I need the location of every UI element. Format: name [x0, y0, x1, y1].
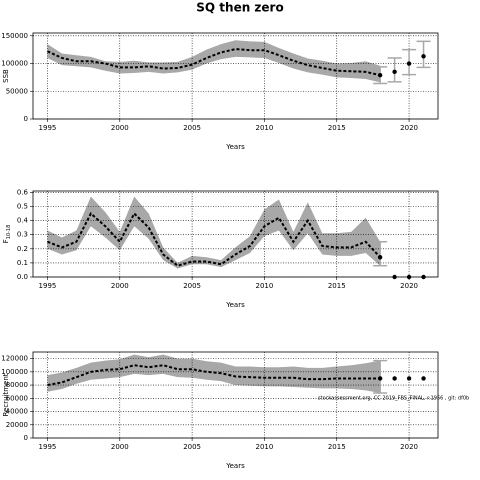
y-tick-label: 0.0	[17, 273, 28, 281]
x-axis-label: Years	[225, 462, 245, 470]
y-axis-label-main: F	[2, 239, 10, 243]
y-axis-label: Recruitment	[2, 373, 10, 416]
y-tick-label: 0	[24, 115, 28, 123]
y-tick-label: 60000	[6, 394, 28, 402]
x-tick-label: 1995	[39, 443, 57, 451]
x-tick-label: 1995	[39, 282, 57, 290]
y-tick-label: 20000	[6, 421, 28, 429]
x-tick-label: 2005	[183, 282, 201, 290]
plot-frame	[32, 351, 439, 439]
x-tick-label: 2015	[328, 282, 346, 290]
annotation: stockassessment.org, CC 2019_FBS_FINAL, …	[318, 396, 469, 402]
x-tick-label: 2020	[400, 443, 418, 451]
projection-point	[406, 376, 412, 381]
series-line	[47, 364, 381, 387]
projection-point	[421, 376, 426, 381]
x-tick-label: 2000	[111, 282, 129, 290]
y-tick-label: 0.3	[17, 231, 28, 239]
confidence-band	[47, 40, 381, 83]
y-tick-label: 0.5	[17, 203, 28, 211]
x-tick-label: 2010	[256, 282, 274, 290]
x-tick-label: 2015	[328, 443, 346, 451]
y-tick-label: 0.2	[17, 245, 28, 253]
y-tick-label: 0.4	[17, 217, 29, 225]
chart-title: SQ then zero	[196, 1, 283, 15]
projection-point	[377, 255, 383, 260]
y-tick-label: 50000	[6, 87, 28, 95]
y-axis-label-subscript: 10-18	[6, 225, 12, 240]
confidence-band	[47, 354, 381, 394]
series-line	[47, 48, 381, 77]
y-tick-label: 0.1	[17, 259, 28, 267]
x-tick-label: 1995	[39, 124, 57, 132]
plot-frame	[32, 190, 439, 278]
projection-point	[392, 69, 397, 75]
x-tick-label: 2000	[111, 443, 129, 451]
y-tick-label: 40000	[6, 408, 28, 416]
plot-frame	[32, 32, 439, 120]
x-axis-label: Years	[225, 301, 245, 309]
projection-point	[392, 376, 397, 381]
y-axis-label: F10-18	[2, 225, 12, 244]
x-axis-label: Years	[225, 143, 245, 151]
confidence-band	[47, 196, 381, 269]
y-tick-label: 100000	[1, 60, 28, 68]
x-tick-label: 2005	[183, 443, 201, 451]
x-tick-label: 2015	[328, 124, 346, 132]
x-tick-label: 2010	[256, 124, 274, 132]
projection-point	[421, 54, 426, 59]
y-axis-label-main: Recruitment	[2, 373, 10, 416]
y-tick-label: 0.6	[17, 188, 29, 196]
x-tick-label: 2000	[111, 124, 129, 132]
y-tick-label: 100000	[1, 368, 28, 376]
x-tick-label: 2005	[183, 124, 201, 132]
x-tick-label: 2010	[256, 443, 274, 451]
projection-point	[377, 72, 383, 78]
y-axis-label-main: SSB	[2, 69, 10, 83]
y-tick-label: 120000	[1, 355, 28, 363]
x-tick-label: 2020	[400, 282, 418, 290]
y-axis-label: SSB	[2, 69, 10, 83]
series-line	[47, 211, 381, 267]
x-tick-label: 2020	[400, 124, 418, 132]
y-tick-label: 150000	[1, 32, 28, 40]
y-tick-label: 80000	[6, 381, 28, 389]
projection-point	[406, 61, 412, 66]
y-tick-label: 0	[24, 434, 28, 442]
projection-point	[377, 376, 383, 381]
